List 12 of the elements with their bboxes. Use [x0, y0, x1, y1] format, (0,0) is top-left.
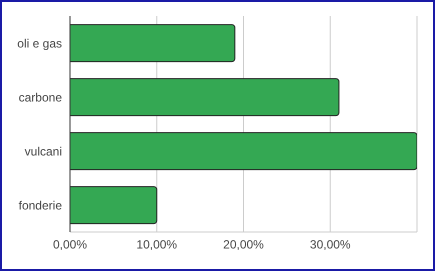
x-tick-label: 30,00%: [310, 238, 351, 252]
y-tick-label: vulcani: [24, 144, 62, 158]
y-tick-label: oli e gas: [17, 36, 62, 50]
y-tick-label: carbone: [18, 90, 62, 104]
bar: [70, 78, 340, 116]
x-tick-label: 0,00%: [52, 238, 88, 252]
x-tick-label: 20,00%: [223, 238, 264, 252]
y-tick-label: fonderie: [18, 198, 62, 212]
bar: [70, 186, 158, 224]
bar: [70, 24, 236, 62]
x-tick-label: 10,00%: [136, 238, 178, 252]
bar: [70, 132, 417, 170]
